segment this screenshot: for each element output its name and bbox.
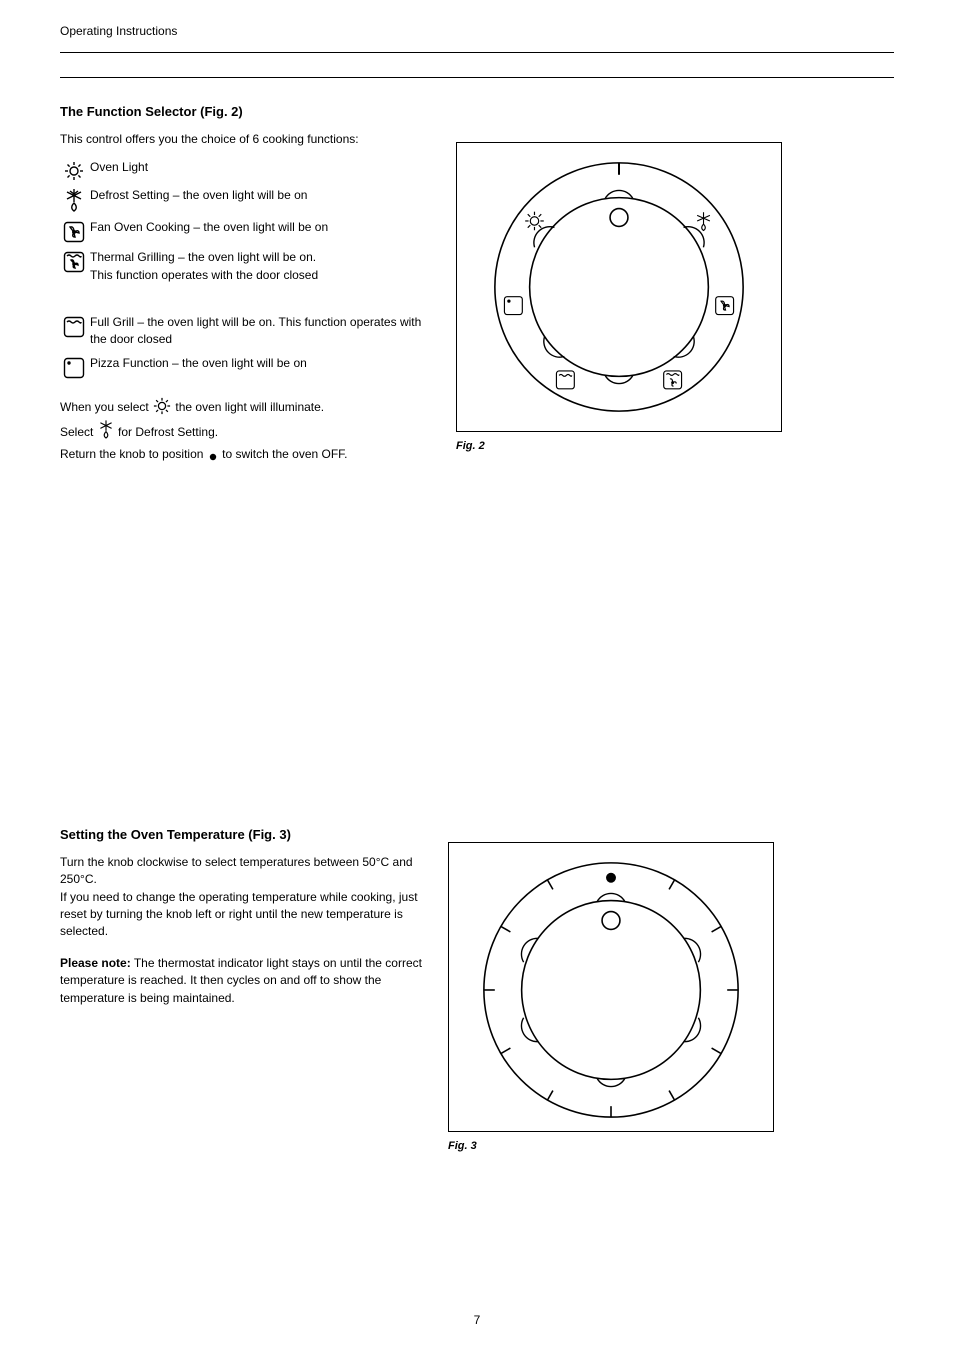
section2-note: Please note: The thermostat indicator li…	[60, 955, 430, 1007]
func-full-grill-extra: – the oven light will be on. This functi…	[90, 315, 421, 346]
func-fan-oven-extra: – the oven light will be on	[190, 220, 328, 234]
fan-oven-icon	[60, 219, 88, 243]
figure-2-box	[456, 142, 782, 432]
section2-title: Setting the Oven Temperature (Fig. 3)	[60, 827, 894, 842]
header-rule-2	[60, 77, 894, 78]
func-oven-light-label: Oven Light	[88, 159, 428, 176]
func-full-grill-text: Full Grill	[90, 315, 134, 329]
section1-title: The Function Selector (Fig. 2)	[60, 104, 894, 119]
func-defrost-label: Defrost Setting – the oven light will be…	[88, 187, 428, 204]
header-bar: Operating Instructions	[60, 24, 894, 52]
function-dial-svg	[457, 143, 781, 431]
func-oven-light-text: Oven Light	[90, 160, 148, 174]
defrost-icon	[60, 187, 88, 213]
note-line2b: for Defrost Setting.	[118, 425, 218, 439]
func-pizza-label: Pizza Function – the oven light will be …	[88, 355, 428, 372]
figure-3-box	[448, 842, 774, 1132]
func-full-grill-label: Full Grill – the oven light will be on. …	[88, 314, 428, 349]
full-grill-icon	[60, 314, 88, 338]
footer-page-number: 7	[0, 1313, 954, 1327]
section2-note-title: Please note:	[60, 956, 131, 970]
func-defrost-text: Defrost Setting	[90, 188, 169, 202]
func-pizza-extra: – the oven light will be on	[169, 356, 307, 370]
func-defrost-extra: – the oven light will be on	[169, 188, 307, 202]
inline-defrost-icon	[98, 420, 114, 445]
figure-3-caption: Fig. 3	[448, 1140, 477, 1152]
figure-2-caption: Fig. 2	[456, 440, 485, 452]
section1-note: When you select the oven light will illu…	[60, 397, 460, 467]
func-fan-oven-label: Fan Oven Cooking – the oven light will b…	[88, 219, 428, 236]
oven-light-icon	[60, 159, 88, 181]
note-line3: Return the knob to position	[60, 447, 207, 461]
temperature-dial-svg	[449, 843, 773, 1131]
thermal-grill-icon	[60, 249, 88, 273]
inline-dot-icon	[208, 450, 218, 467]
note-prefix: When you select	[60, 400, 152, 414]
func-fan-oven-text: Fan Oven Cooking	[90, 220, 190, 234]
section2-body: Turn the knob clockwise to select temper…	[60, 854, 430, 941]
note-line3b: to switch the oven OFF.	[222, 447, 347, 461]
func-thermal-grill-label: Thermal Grilling – the oven light will b…	[88, 249, 428, 284]
func-thermal-grill-text: Thermal Grilling	[90, 250, 175, 264]
header-rule-1	[60, 52, 894, 53]
note-line2a: Select	[60, 425, 97, 439]
inline-oven-light-icon	[153, 397, 171, 420]
func-pizza-text: Pizza Function	[90, 356, 169, 370]
pizza-icon	[60, 355, 88, 379]
header-title: Operating Instructions	[60, 24, 177, 38]
note-mid: the oven light will illuminate.	[175, 400, 324, 414]
